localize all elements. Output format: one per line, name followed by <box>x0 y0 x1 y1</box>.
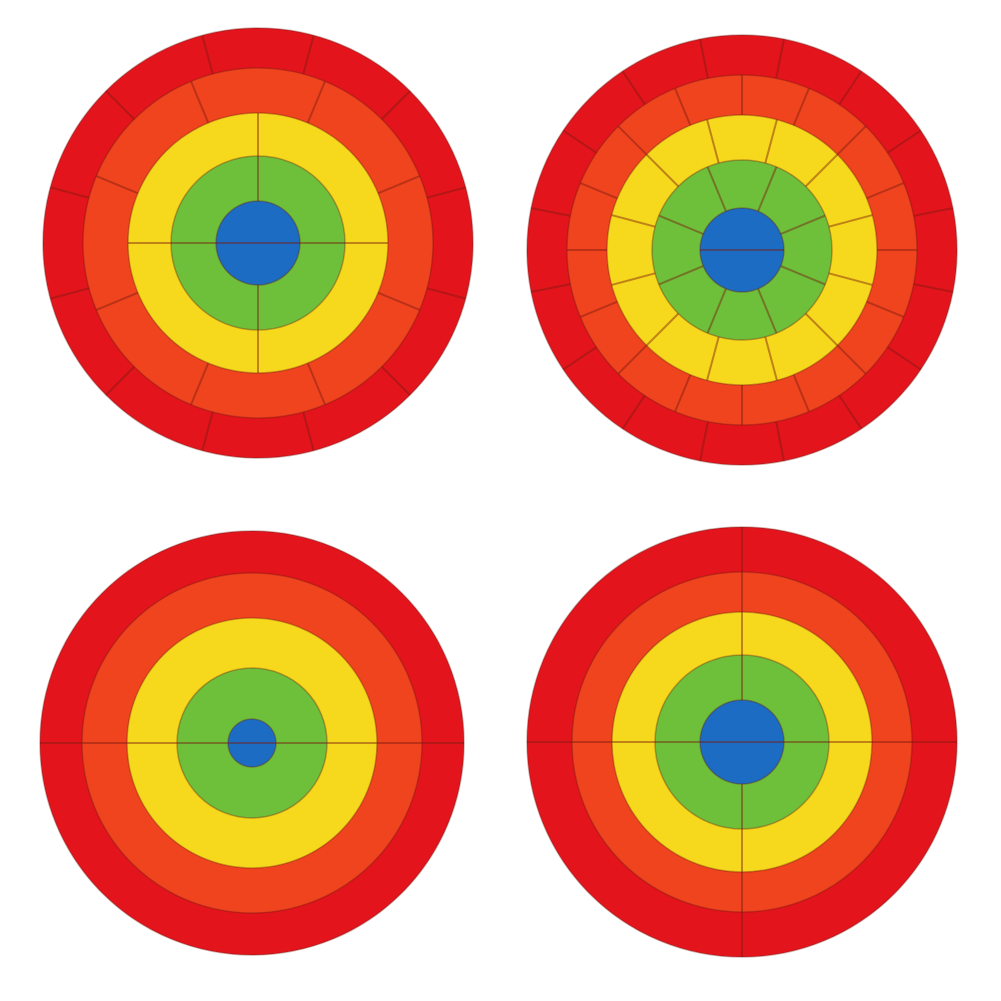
block-ring <box>228 719 276 767</box>
ring-edge <box>651 159 833 341</box>
ring-edge <box>42 27 474 459</box>
seam <box>579 300 618 318</box>
seam <box>105 366 135 396</box>
seam <box>579 182 618 200</box>
seam <box>913 207 954 217</box>
seam <box>201 411 214 451</box>
seam <box>201 35 214 75</box>
seam <box>302 411 315 451</box>
seam <box>775 38 785 79</box>
seam <box>658 214 704 235</box>
seam <box>804 312 839 347</box>
seam <box>886 346 922 371</box>
seam <box>658 265 704 286</box>
seam <box>530 283 571 293</box>
seam <box>838 394 863 430</box>
seam <box>95 291 139 311</box>
seam <box>913 283 954 293</box>
seam <box>804 153 839 188</box>
seam <box>190 362 210 406</box>
ring-edge <box>82 67 434 419</box>
ring-edge <box>81 572 423 914</box>
seam <box>617 125 648 156</box>
seam <box>190 80 210 124</box>
ring-edge <box>699 699 785 785</box>
seam <box>757 166 778 212</box>
seam <box>828 272 873 286</box>
seam <box>617 344 648 375</box>
ring-edge <box>654 654 830 830</box>
ring-edge <box>39 530 465 956</box>
seam <box>50 287 90 300</box>
ring-edge <box>699 207 785 293</box>
ring-edge <box>606 114 878 386</box>
block-ring <box>700 700 784 784</box>
ring-edge <box>611 611 873 873</box>
seam <box>764 336 778 381</box>
seam <box>562 346 598 371</box>
block-ring <box>216 201 300 285</box>
seam <box>780 214 826 235</box>
seam <box>611 214 656 228</box>
seam <box>674 374 692 413</box>
seam <box>699 38 709 79</box>
seam <box>866 182 905 200</box>
ring-edge <box>176 667 328 819</box>
seam <box>792 87 810 126</box>
seam <box>836 344 867 375</box>
seam <box>306 362 326 406</box>
ring-edge <box>215 200 301 286</box>
seam <box>775 421 785 462</box>
ring-edge <box>566 74 918 426</box>
seam <box>699 421 709 462</box>
ring-edge <box>571 571 913 913</box>
seam <box>381 90 411 120</box>
seam <box>530 207 571 217</box>
ring-edge <box>127 112 389 374</box>
seam <box>706 288 727 334</box>
seam <box>674 87 692 126</box>
seam <box>764 119 778 164</box>
seam <box>426 186 466 199</box>
seam <box>838 70 863 106</box>
seam <box>792 374 810 413</box>
seam <box>866 300 905 318</box>
seam <box>95 175 139 195</box>
seam <box>105 90 135 120</box>
ring-edge <box>526 526 958 958</box>
ring-edge <box>526 34 958 466</box>
seam <box>706 336 720 381</box>
seam <box>426 287 466 300</box>
seam <box>757 288 778 334</box>
block-ring <box>700 208 784 292</box>
ring-edge <box>227 718 277 768</box>
seam <box>377 291 421 311</box>
seam <box>621 394 646 430</box>
seam <box>302 35 315 75</box>
seam <box>886 129 922 154</box>
seam <box>780 265 826 286</box>
seam <box>50 186 90 199</box>
ring-edge <box>126 617 378 869</box>
seam <box>706 166 727 212</box>
seam <box>828 214 873 228</box>
seam <box>706 119 720 164</box>
seam <box>562 129 598 154</box>
seam <box>611 272 656 286</box>
seam <box>836 125 867 156</box>
seam <box>306 80 326 124</box>
seam <box>381 366 411 396</box>
seam <box>621 70 646 106</box>
ring-edge <box>170 155 346 331</box>
seam <box>645 153 680 188</box>
seam <box>645 312 680 347</box>
seam <box>377 175 421 195</box>
